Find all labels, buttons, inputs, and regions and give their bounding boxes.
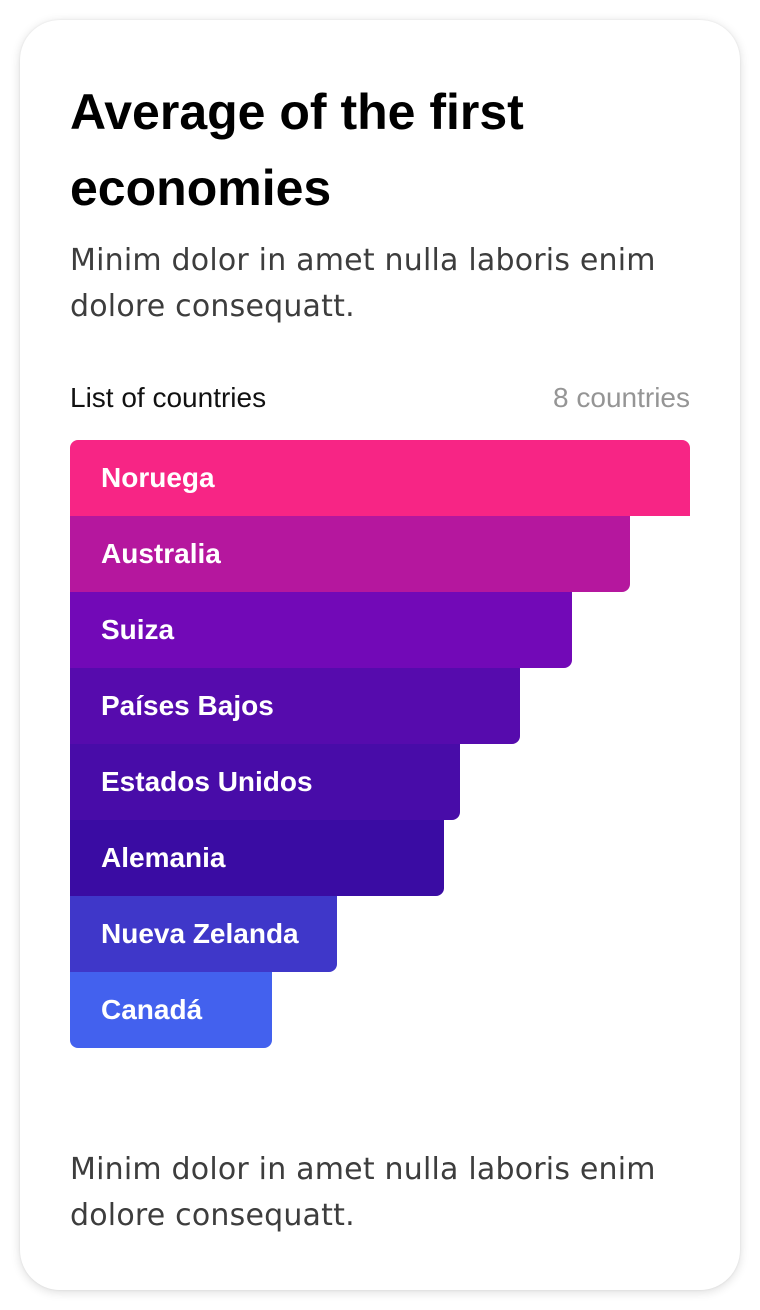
list-header: List of countries 8 countries	[70, 378, 690, 418]
bar-label: Países Bajos	[101, 690, 274, 721]
list-label: List of countries	[70, 382, 267, 413]
bar-label: Canadá	[101, 994, 203, 1025]
bar-estados-unidos: Estados Unidos	[70, 744, 460, 820]
bar-suiza: Suiza	[70, 592, 572, 668]
bar-canadá: Canadá	[70, 972, 272, 1048]
bar-label: Alemania	[101, 842, 226, 873]
card-footer-text: Minim dolor in amet nulla laboris enim d…	[70, 1152, 656, 1233]
bar-label: Australia	[101, 538, 221, 569]
bar-australia: Australia	[70, 516, 630, 592]
bar-label: Suiza	[101, 614, 175, 645]
country-bar-chart: Noruega Australia Suiza Países Bajos Estados…	[70, 440, 690, 1048]
list-count: 8 countries	[553, 382, 690, 413]
bar-label: Estados Unidos	[101, 766, 313, 797]
chart-card: Average of the first economies Minim dol…	[20, 20, 740, 1290]
bar-noruega: Noruega	[70, 440, 690, 516]
card-description: Minim dolor in amet nulla laboris enim d…	[70, 243, 656, 324]
card-title: Average of the first economies	[70, 84, 524, 216]
bar-nueva-zelanda: Nueva Zelanda	[70, 896, 337, 972]
bar-países-bajos: Países Bajos	[70, 668, 520, 744]
bar-alemania: Alemania	[70, 820, 444, 896]
bar-label: Nueva Zelanda	[101, 918, 299, 949]
bar-label: Noruega	[101, 462, 215, 493]
